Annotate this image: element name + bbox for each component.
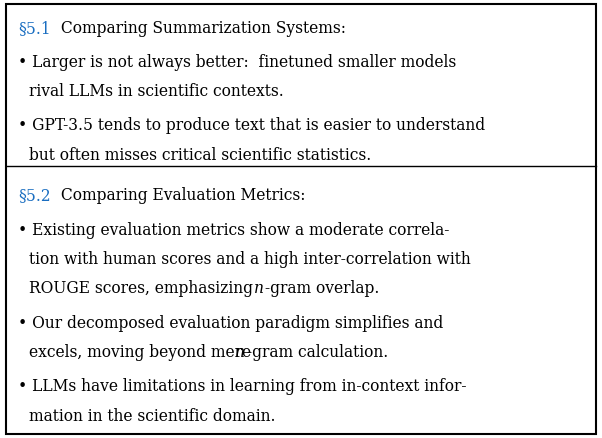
FancyBboxPatch shape	[6, 4, 596, 434]
Text: Comparing Summarization Systems:: Comparing Summarization Systems:	[56, 20, 346, 37]
Text: n: n	[235, 344, 245, 361]
Text: Comparing Evaluation Metrics:: Comparing Evaluation Metrics:	[56, 187, 305, 205]
Text: excels, moving beyond mere: excels, moving beyond mere	[29, 344, 256, 361]
Text: ROUGE scores, emphasizing: ROUGE scores, emphasizing	[29, 280, 258, 297]
Text: §5.2: §5.2	[18, 187, 51, 205]
Text: -gram overlap.: -gram overlap.	[265, 280, 380, 297]
Text: • Existing evaluation metrics show a moderate correla-: • Existing evaluation metrics show a mod…	[18, 222, 450, 239]
Text: • GPT-3.5 tends to produce text that is easier to understand: • GPT-3.5 tends to produce text that is …	[18, 117, 485, 134]
Text: rival LLMs in scientific contexts.: rival LLMs in scientific contexts.	[29, 83, 284, 100]
Text: tion with human scores and a high inter-correlation with: tion with human scores and a high inter-…	[29, 251, 471, 268]
Text: • LLMs have limitations in learning from in-context infor-: • LLMs have limitations in learning from…	[18, 378, 467, 395]
Text: • Our decomposed evaluation paradigm simplifies and: • Our decomposed evaluation paradigm sim…	[18, 314, 443, 332]
Text: §5.1: §5.1	[18, 20, 51, 37]
Text: -gram calculation.: -gram calculation.	[247, 344, 388, 361]
Text: mation in the scientific domain.: mation in the scientific domain.	[29, 408, 275, 424]
Text: n: n	[253, 280, 264, 297]
Text: • Larger is not always better:  finetuned smaller models: • Larger is not always better: finetuned…	[18, 54, 456, 71]
Text: but often misses critical scientific statistics.: but often misses critical scientific sta…	[29, 147, 371, 164]
